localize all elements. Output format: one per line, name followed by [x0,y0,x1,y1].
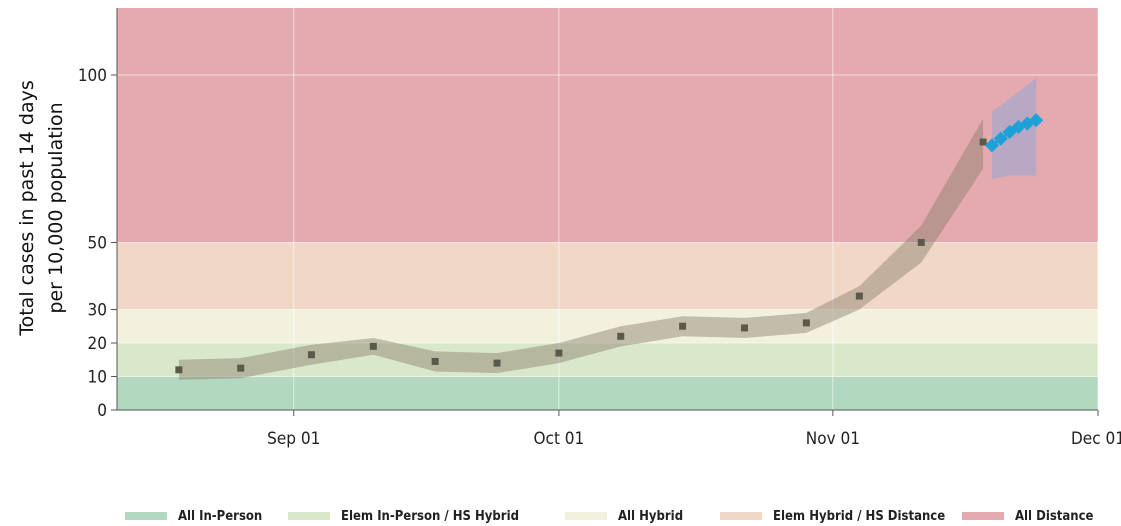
observed-point-1 [237,364,245,372]
x-tick-label-0: Sep 01 [267,429,320,449]
legend: All In-Person Elem In-Person / HS Hybrid A… [0,506,1121,526]
legend-swatch-4 [962,512,1004,520]
legend-swatch-0 [125,512,167,520]
legend-item-1: Elem In-Person / HS Hybrid [288,506,519,526]
zone-band-4 [117,8,1098,243]
y-tick-label-0: 0 [97,401,107,421]
axes: 0 10 20 30 50 100 Sep 01 Oct 01 Nov 01 Dec 01 [78,8,1121,449]
zone-band-2 [117,309,1098,343]
observed-point-0 [175,366,183,374]
observed-point-3 [369,342,377,350]
legend-swatch-3 [720,512,762,520]
legend-item-3: Elem Hybrid / HS Distance [720,506,945,526]
legend-label-4: All Distance [1015,508,1094,524]
observed-point-10 [802,319,810,327]
observed-point-12 [917,239,925,246]
y-tick-label-1: 10 [88,368,107,388]
y-axis-label-line2: per 10,000 population [45,102,67,313]
observed-point-5 [493,359,501,367]
y-tick-label-2: 20 [88,334,107,354]
legend-item-0: All In-Person [125,506,262,526]
zone-band-3 [117,242,1098,310]
background-zones [117,8,1098,410]
y-tick-label-3: 30 [88,301,107,321]
zone-band-0 [117,376,1098,410]
legend-item-4: All Distance [962,506,1094,526]
x-tick-label-1: Oct 01 [534,429,585,449]
y-tick-label-5: 100 [78,66,107,86]
y-tick-label-4: 50 [88,234,107,254]
observed-point-8 [679,322,687,330]
y-axis-label-line1: Total cases in past 14 days [16,80,38,337]
observed-point-11 [855,292,863,300]
projected-point-1 [993,131,1008,146]
projected-point-0 [984,138,1000,153]
x-tick-label-2: Nov 01 [806,429,860,449]
legend-swatch-1 [288,512,330,520]
legend-item-2: All Hybrid [565,506,683,526]
legend-label-0: All In-Person [178,508,263,524]
data-series [175,113,1044,374]
observed-point-7 [617,332,625,340]
observed-point-13 [979,138,987,146]
observed-point-4 [431,357,439,365]
legend-swatch-2 [565,512,607,520]
projected-point-5 [1029,113,1044,128]
grid-lines [117,8,1099,411]
legend-label-3: Elem Hybrid / HS Distance [773,508,946,524]
observed-point-9 [740,324,748,332]
legend-label-2: All Hybrid [618,508,684,524]
zone-band-1 [117,343,1098,377]
legend-label-1: Elem In-Person / HS Hybrid [341,508,519,524]
observed-point-2 [307,351,315,359]
observed-point-6 [555,349,563,357]
x-tick-label-3: Dec 01 [1071,429,1121,449]
chart-area: 0 10 20 30 50 100 Sep 01 Oct 01 Nov 01 Dec 01 Tot… [16,8,1121,449]
